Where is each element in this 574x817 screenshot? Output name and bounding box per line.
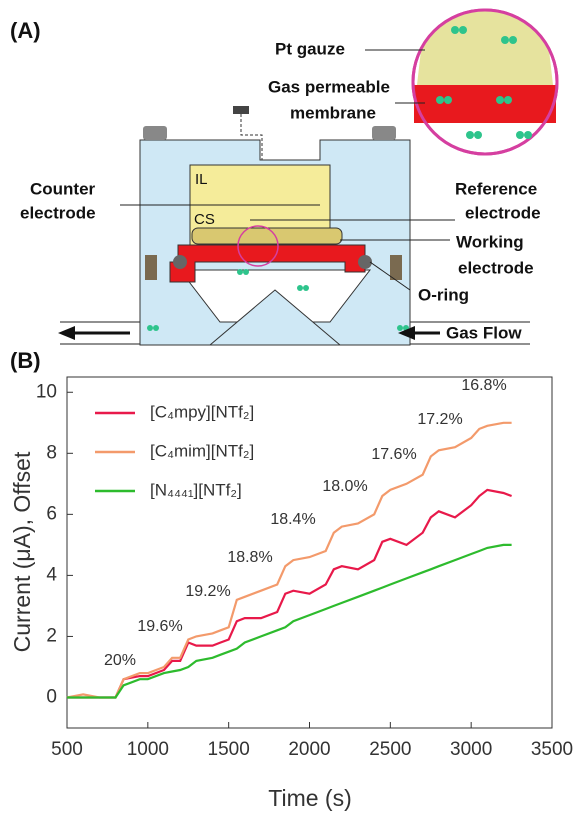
- x-tick-label: 3500: [531, 739, 573, 760]
- arrowhead: [58, 326, 75, 340]
- y-tick-label: 2: [46, 625, 57, 646]
- y-tick-label: 8: [46, 442, 57, 463]
- screw: [390, 255, 402, 280]
- y-tick-label: 4: [46, 564, 57, 585]
- label: electrode: [458, 258, 534, 277]
- step-annotation: 20%: [104, 652, 136, 669]
- label: Counter: [30, 179, 96, 198]
- o-ring: [358, 255, 372, 269]
- x-tick-label: 2500: [369, 739, 411, 760]
- legend-label: [C₄mim][NTf₂]: [150, 441, 254, 460]
- x-axis-title: Time (s): [268, 785, 351, 811]
- label: Gas Flow: [446, 323, 522, 342]
- screw-head: [372, 126, 396, 140]
- label: Working: [456, 232, 524, 251]
- step-annotation: 18.4%: [270, 511, 315, 528]
- working-layer: [192, 228, 342, 244]
- label: IL: [195, 171, 208, 188]
- diagram: (A) Pt gauze Gas permeable membrane IL C…: [10, 10, 557, 345]
- figure: (A) Pt gauze Gas permeable membrane IL C…: [0, 0, 574, 817]
- label: Pt gauze: [275, 39, 345, 58]
- panel-label: (B): [10, 348, 41, 373]
- x-tick-label: 2000: [288, 739, 330, 760]
- screw-head: [143, 126, 167, 140]
- y-tick-label: 0: [46, 686, 57, 707]
- step-annotation: 17.2%: [417, 411, 462, 428]
- step-annotation: 16.8%: [461, 377, 506, 394]
- label: Gas permeable: [268, 77, 390, 96]
- label: CS: [194, 211, 215, 228]
- panel-label: (A): [10, 18, 41, 43]
- membrane-zoom: [414, 85, 556, 123]
- step-annotation: 18.8%: [227, 549, 272, 566]
- label: membrane: [290, 103, 376, 122]
- pt-gauze: [417, 11, 553, 85]
- y-tick-label: 10: [36, 381, 57, 402]
- legend-label: [C₄mpy][NTf₂]: [150, 402, 254, 421]
- step-annotation: 19.6%: [137, 618, 182, 635]
- y-tick-label: 6: [46, 503, 57, 524]
- x-tick-label: 1500: [208, 739, 250, 760]
- x-tick-label: 500: [51, 739, 83, 760]
- step-annotation: 17.6%: [371, 446, 416, 463]
- label: Reference: [455, 179, 537, 198]
- step-annotation: 19.2%: [185, 583, 230, 600]
- label: O-ring: [418, 285, 469, 304]
- connector: [233, 106, 249, 114]
- label: electrode: [465, 203, 541, 222]
- screw: [145, 255, 157, 280]
- y-axis-title: Current (μA), Offset: [9, 451, 35, 652]
- x-tick-label: 1000: [127, 739, 169, 760]
- legend-label: [N₄₄₄₁][NTf₂]: [150, 480, 242, 499]
- o-ring: [173, 255, 187, 269]
- label: electrode: [20, 203, 96, 222]
- step-annotation: 18.0%: [322, 478, 367, 495]
- x-tick-label: 3000: [450, 739, 492, 760]
